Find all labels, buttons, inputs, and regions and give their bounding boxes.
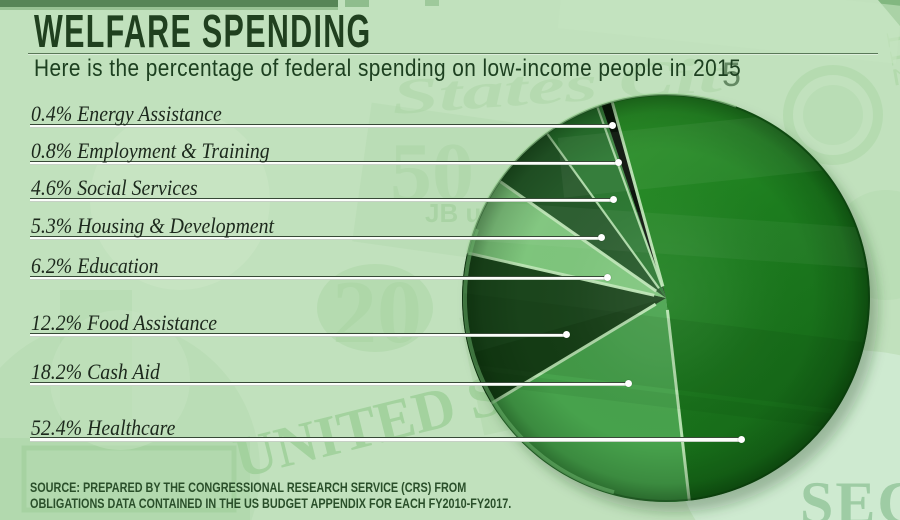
svg-text:5: 5 (722, 56, 741, 94)
svg-text:JB u: JB u (425, 198, 481, 228)
svg-text:SECU: SECU (800, 470, 900, 520)
svg-text:50: 50 (390, 126, 474, 219)
